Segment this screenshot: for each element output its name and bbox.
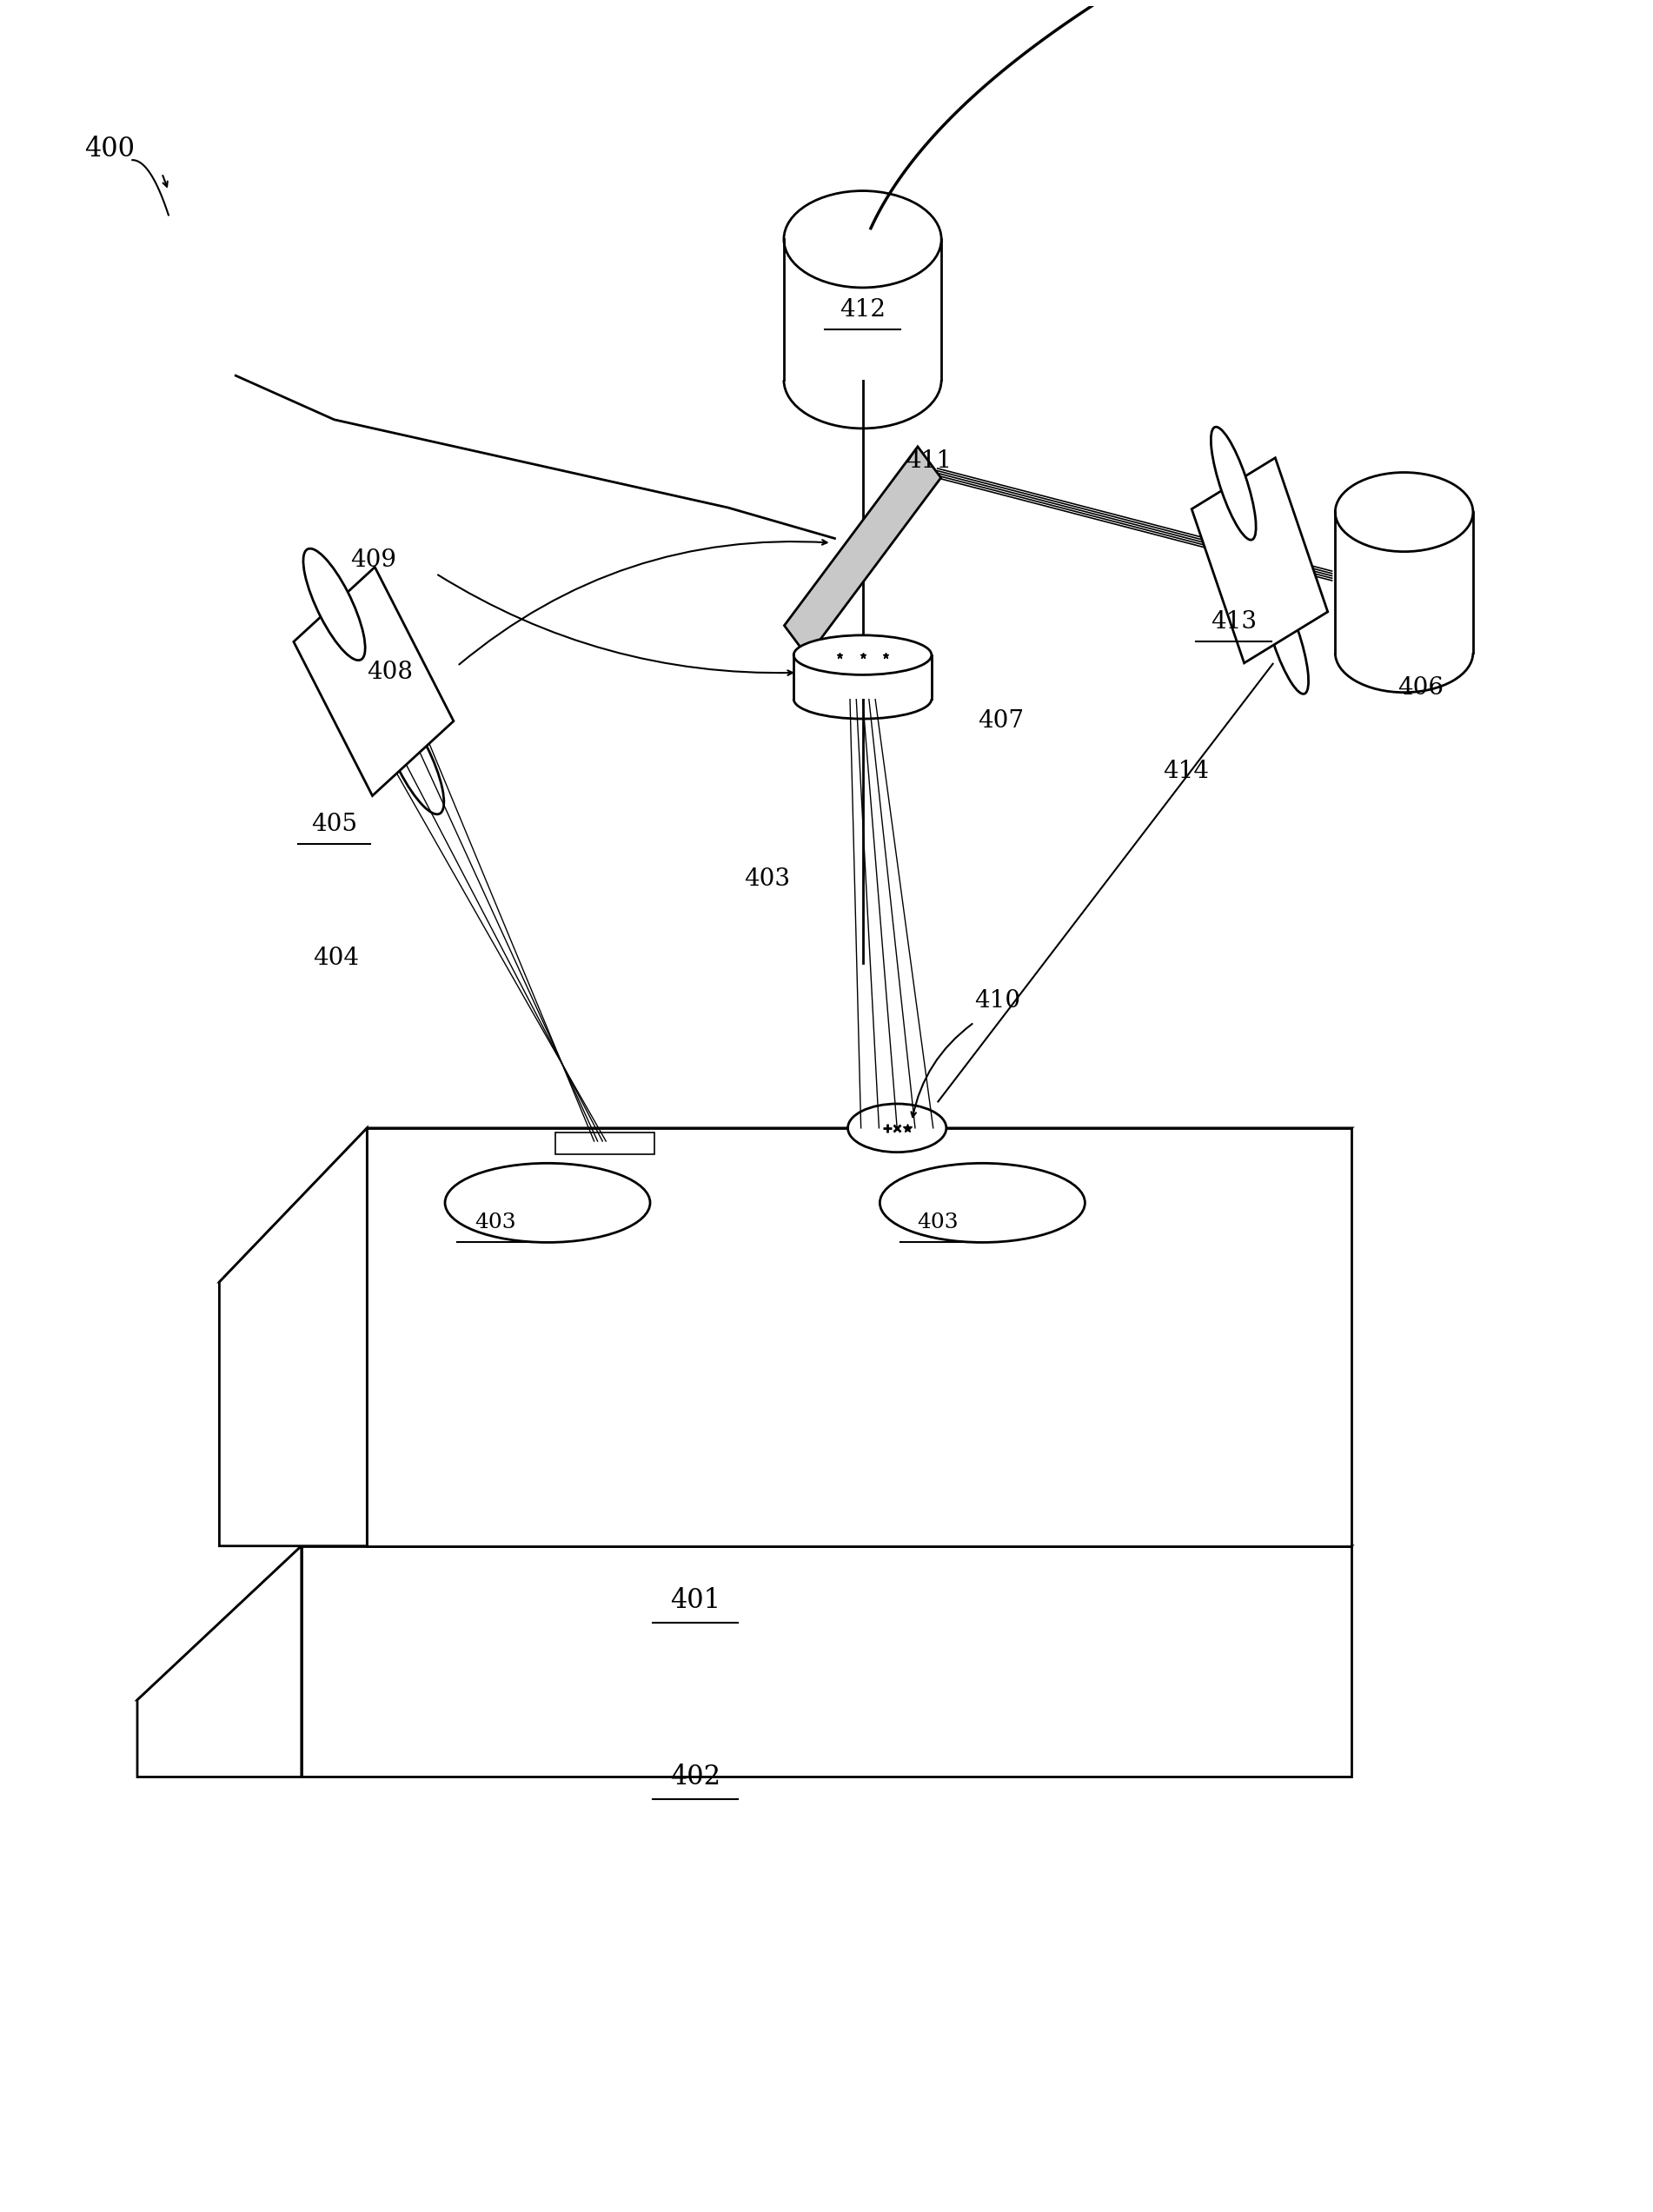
Text: 407: 407 xyxy=(977,710,1023,732)
Ellipse shape xyxy=(1336,473,1473,551)
Polygon shape xyxy=(220,1128,1352,1283)
Text: 408: 408 xyxy=(367,661,413,684)
Ellipse shape xyxy=(445,1164,650,1243)
Polygon shape xyxy=(793,655,932,699)
Polygon shape xyxy=(367,1128,1352,1546)
Text: 409: 409 xyxy=(350,549,397,573)
Polygon shape xyxy=(1336,511,1473,653)
Text: 414: 414 xyxy=(1164,761,1208,783)
Text: 406: 406 xyxy=(1397,677,1443,699)
Text: 413: 413 xyxy=(1210,611,1256,635)
Text: 412: 412 xyxy=(840,299,886,321)
Text: 403: 403 xyxy=(474,1212,516,1232)
Ellipse shape xyxy=(879,1164,1084,1243)
Ellipse shape xyxy=(1263,582,1309,695)
Text: 404: 404 xyxy=(312,947,359,971)
Ellipse shape xyxy=(1212,427,1256,540)
Ellipse shape xyxy=(793,635,932,675)
Text: 411: 411 xyxy=(906,449,952,473)
Polygon shape xyxy=(1192,458,1327,664)
Ellipse shape xyxy=(302,549,365,659)
Text: 405: 405 xyxy=(311,812,357,836)
Text: 400: 400 xyxy=(84,135,136,161)
Text: 401: 401 xyxy=(669,1588,721,1615)
Text: 410: 410 xyxy=(974,989,1020,1013)
Polygon shape xyxy=(784,447,941,657)
Ellipse shape xyxy=(848,1104,946,1152)
Text: 402: 402 xyxy=(669,1763,721,1790)
Polygon shape xyxy=(301,1546,1352,1776)
Polygon shape xyxy=(294,566,453,796)
Polygon shape xyxy=(555,1133,655,1155)
Polygon shape xyxy=(137,1546,1352,1701)
Ellipse shape xyxy=(784,190,941,288)
Ellipse shape xyxy=(382,703,445,814)
Polygon shape xyxy=(784,239,941,380)
Text: 403: 403 xyxy=(744,867,790,891)
Polygon shape xyxy=(220,1128,367,1546)
Polygon shape xyxy=(137,1546,301,1776)
Text: 403: 403 xyxy=(917,1212,959,1232)
